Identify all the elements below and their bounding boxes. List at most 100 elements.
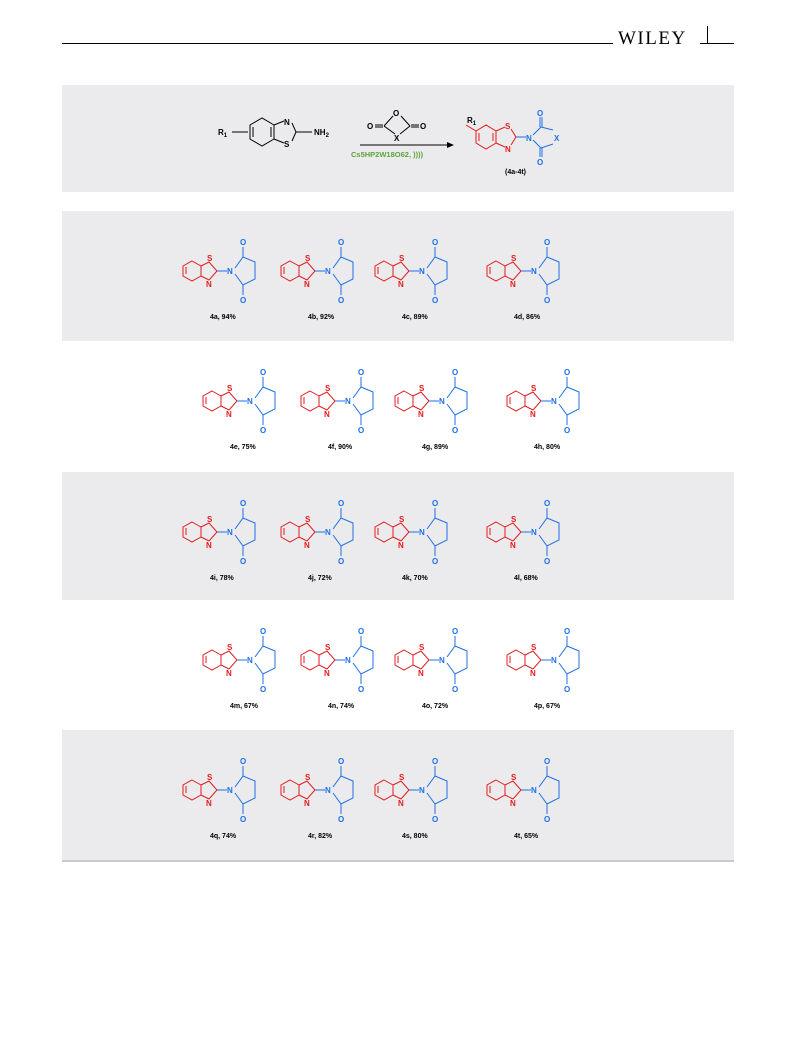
atom-n-imide: N xyxy=(531,528,537,537)
compound-label: 4k, 70% xyxy=(402,575,428,582)
atom-o-top: O xyxy=(358,627,364,636)
atom-n: N xyxy=(510,280,516,289)
atom-o-top: O xyxy=(452,368,458,377)
compound-row-1: S N N O O 4a, 94% S N N O O 4b, 92% S N N O O 4c, 89% S N N O… xyxy=(62,211,734,341)
thiazole-ring xyxy=(412,650,430,670)
compound-structure: S N N O O xyxy=(280,238,354,305)
compound-structure: S N N O O xyxy=(202,627,276,694)
atom-n: N xyxy=(284,118,290,127)
atom-o-ring: O xyxy=(393,109,399,118)
atom-o-bottom: O xyxy=(338,557,344,566)
imide-ring xyxy=(558,386,580,416)
imide-ring xyxy=(558,645,580,675)
atom-o-top: O xyxy=(432,499,438,508)
atom-o-bottom: O xyxy=(564,685,570,694)
atom-s: S xyxy=(305,773,311,782)
atom-n-imide: N xyxy=(419,528,425,537)
atom-n: N xyxy=(304,541,310,550)
nh2-sub: 2 xyxy=(326,133,330,139)
atom-n: N xyxy=(398,280,404,289)
imide-ring xyxy=(352,645,374,675)
thiazole-ring xyxy=(412,391,430,411)
atom-o-top: O xyxy=(240,499,246,508)
compound-row-1-structures: S N N O O 4a, 94% S N N O O 4b, 92% S N N O O 4c, 89% S N N O… xyxy=(182,238,560,321)
product-r1: R1 xyxy=(467,116,477,127)
thiazole-ring xyxy=(200,261,218,281)
compound-row-5: S N N O O 4q, 74% S N N O O 4r, 82% S N N O O 4s, 80% S N N O… xyxy=(62,730,734,860)
atom-n-imide: N xyxy=(531,267,537,276)
atom-n: N xyxy=(206,541,212,550)
atom-n-imide: N xyxy=(247,656,253,665)
compound-structure: S N N O O xyxy=(374,757,448,824)
atom-o-top: O xyxy=(358,368,364,377)
imide-ring xyxy=(446,386,468,416)
compound-structure: S N N O O xyxy=(182,499,256,566)
imide-ring xyxy=(538,775,560,805)
compound-structure: S N N O O xyxy=(182,238,256,305)
atom-o-bottom: O xyxy=(338,815,344,824)
compound-structure: S N N O O xyxy=(182,757,256,824)
imide-ring xyxy=(332,256,354,286)
compound-label: 4b, 92% xyxy=(308,314,335,321)
atom-n-imide: N xyxy=(419,786,425,795)
reactant-structure xyxy=(232,117,312,147)
compound-label: 4m, 67% xyxy=(230,703,259,710)
atom-s: S xyxy=(511,254,517,263)
atom-n: N xyxy=(418,669,424,678)
compound-label: 4p, 67% xyxy=(534,703,561,710)
thiazole-ring xyxy=(504,261,522,281)
compound-structure: S N N O O xyxy=(202,368,276,435)
compound-label: 4e, 75% xyxy=(230,444,256,451)
atom-n: N xyxy=(510,799,516,808)
atom-o-top: O xyxy=(452,627,458,636)
thiazole-ring xyxy=(524,391,542,411)
thiazole-ring xyxy=(504,522,522,542)
atom-n: N xyxy=(324,410,330,419)
imide-ring xyxy=(538,517,560,547)
thiazole-ring xyxy=(298,522,316,542)
atom-o-top: O xyxy=(338,757,344,766)
thiazole-ring xyxy=(200,522,218,542)
compound-label: 4s, 80% xyxy=(402,833,428,840)
atom-n: N xyxy=(510,541,516,550)
imide-ring xyxy=(332,517,354,547)
atom-n: N xyxy=(304,799,310,808)
compound-structure: S N N O O xyxy=(374,238,448,305)
compound-structure: S N N O O xyxy=(394,627,468,694)
atom-o-bottom: O xyxy=(432,296,438,305)
atom-o-top: O xyxy=(260,627,266,636)
compound-label: 4t, 65% xyxy=(514,833,539,840)
catalyst-label: Cs5HP2W18O62, )))) xyxy=(351,150,424,159)
compound-structure: S N N O O xyxy=(300,368,374,435)
atom-o-top: O xyxy=(260,368,266,377)
atom-o-bottom: O xyxy=(260,426,266,435)
atom-s: S xyxy=(305,254,311,263)
atom-s: S xyxy=(207,254,213,263)
compound-label: 4n, 74% xyxy=(328,703,355,710)
thiazole-ring xyxy=(318,650,336,670)
atom-n-imide: N xyxy=(227,786,233,795)
thiazole-ring xyxy=(318,391,336,411)
atom-n-imide: N xyxy=(325,267,331,276)
compound-label: 4l, 68% xyxy=(514,575,539,582)
atom-n: N xyxy=(206,280,212,289)
atom-s: S xyxy=(531,384,537,393)
atom-n: N xyxy=(324,669,330,678)
atom-o-bottom: O xyxy=(544,815,550,824)
compound-row-2: S N N O O 4e, 75% S N N O O 4f, 90% S N N O O 4g, 89% S N N O… xyxy=(62,341,734,472)
thiazole-ring xyxy=(298,261,316,281)
svg-text:R1: R1 xyxy=(218,128,228,139)
atom-o-top: O xyxy=(338,238,344,247)
atom-s: S xyxy=(325,643,331,652)
atom-n: N xyxy=(304,280,310,289)
atom-s: S xyxy=(284,140,290,149)
compound-label: 4i, 78% xyxy=(210,575,235,582)
atom-n-imide: N xyxy=(439,397,445,406)
compound-label: 4f, 90% xyxy=(328,444,353,451)
atom-o-bottom: O xyxy=(432,815,438,824)
compound-structure: S N N O O xyxy=(486,238,560,305)
product-range-label: (4a-4t) xyxy=(505,169,526,176)
atom-o-right: O xyxy=(420,122,426,131)
thiazole-ring xyxy=(298,780,316,800)
compound-structure: S N N O O xyxy=(280,757,354,824)
